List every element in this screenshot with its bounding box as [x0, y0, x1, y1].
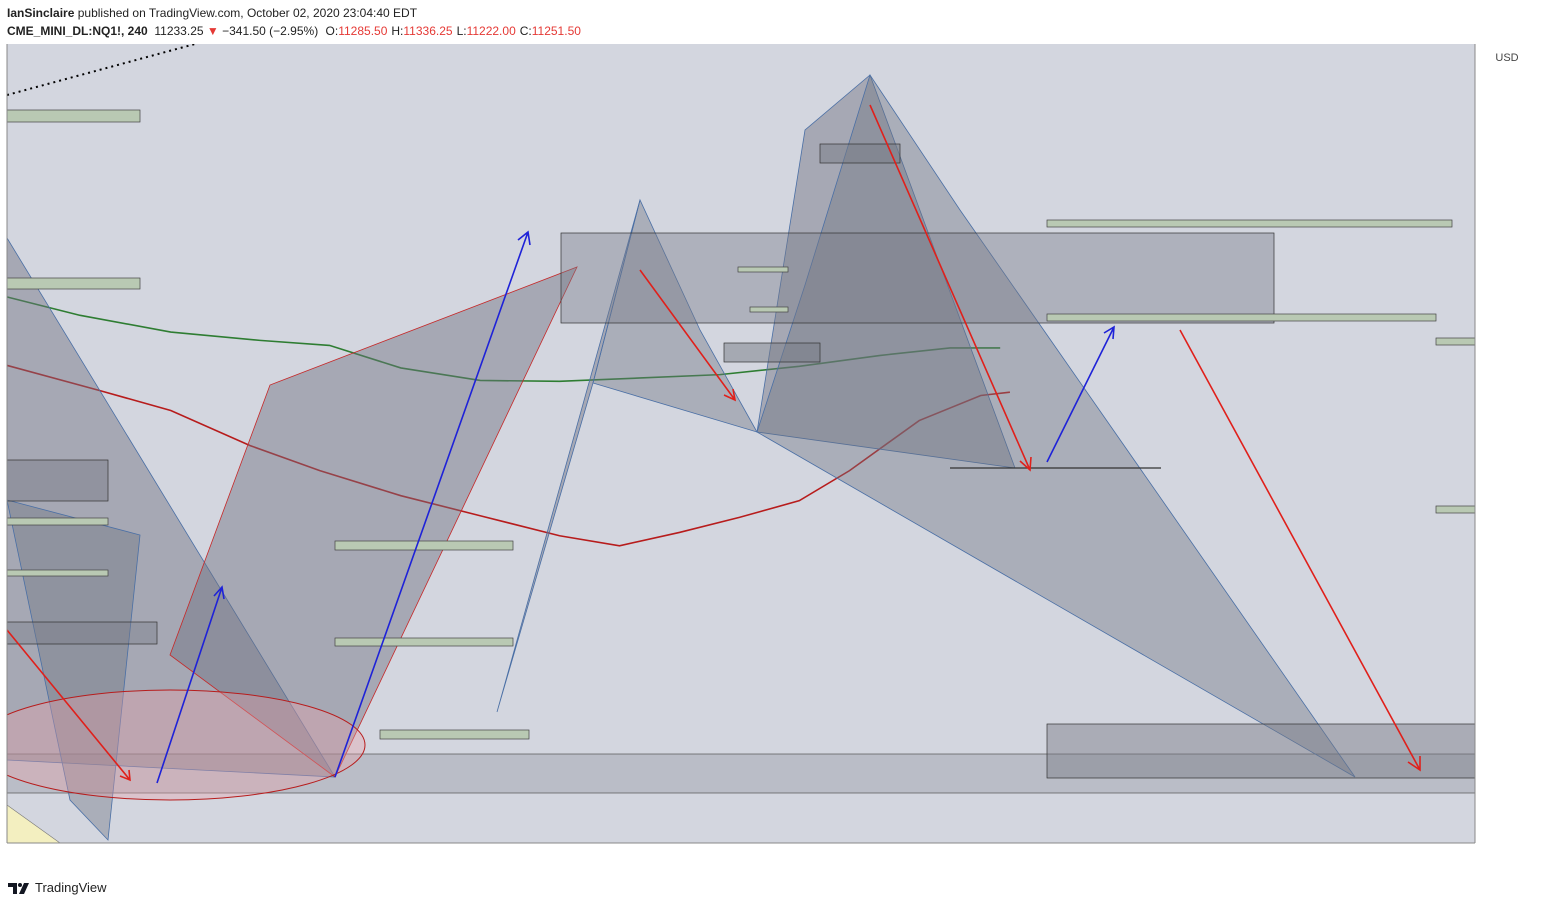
last-price: 11233.25	[154, 24, 204, 38]
chart: USD	[6, 44, 1548, 844]
zone	[7, 459, 109, 502]
arrows	[7, 104, 1421, 784]
pattern	[169, 266, 578, 778]
header: IanSinclaire published on TradingView.co…	[7, 4, 581, 40]
zone	[560, 232, 1275, 324]
arrow	[639, 269, 737, 402]
zone	[7, 753, 1475, 794]
header-line-1: IanSinclaire published on TradingView.co…	[7, 4, 581, 22]
arrow	[869, 104, 1032, 472]
zone	[1046, 723, 1475, 779]
ohlc-value: 11222.00	[466, 24, 516, 38]
axis-background	[1475, 44, 1548, 843]
ohlc-value: 11336.25	[403, 24, 453, 38]
arrow	[334, 230, 531, 778]
published: published on TradingView.com, October 02…	[77, 6, 418, 20]
pattern	[7, 804, 61, 843]
moving-average	[7, 364, 1011, 547]
moving-average	[7, 296, 1001, 383]
drawings	[7, 44, 1475, 843]
pattern	[7, 237, 336, 778]
ellipse	[7, 689, 366, 801]
arrow	[1046, 325, 1115, 463]
plot-background	[7, 44, 1475, 843]
brand: TradingView	[35, 880, 107, 895]
ohlc-value: 11285.50	[338, 24, 388, 38]
logo	[8, 882, 29, 894]
pattern	[756, 74, 1356, 778]
arrow	[156, 585, 225, 784]
change: −341.50 (−2.95%)	[222, 24, 319, 38]
ohlc-key: O:	[325, 24, 339, 38]
ohlc-key: C:	[519, 24, 532, 38]
symbol: CME_MINI_DL:NQ1!, 240	[7, 24, 148, 38]
green-zones	[7, 109, 1475, 740]
grid	[7, 296, 1011, 547]
arrow	[7, 629, 131, 782]
header-line-2: CME_MINI_DL:NQ1!, 240 11233.25 ▼ −341.50…	[7, 22, 581, 40]
footer: TradingView	[7, 880, 107, 895]
ohlc-value: 11251.50	[531, 24, 581, 38]
author: IanSinclaire	[7, 6, 75, 20]
zone	[723, 342, 821, 363]
ohlc-key: H:	[391, 24, 404, 38]
currency: USD	[1495, 52, 1518, 64]
zone	[7, 621, 158, 645]
ohlc-key: L:	[456, 24, 467, 38]
trend-line	[7, 44, 196, 96]
arrow	[1179, 329, 1421, 772]
zone	[819, 143, 901, 164]
change-arrow: ▼	[206, 24, 219, 38]
